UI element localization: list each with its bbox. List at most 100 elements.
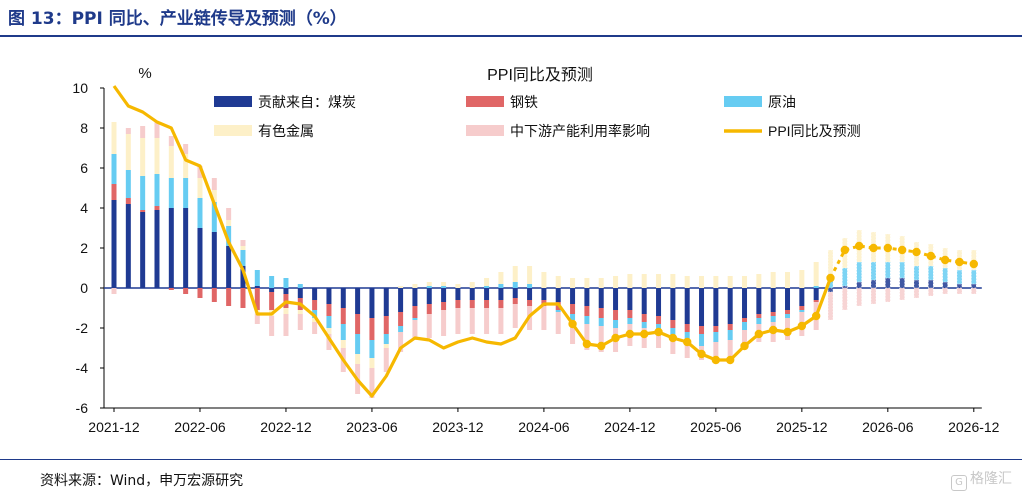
bar-coal bbox=[627, 288, 633, 310]
bar-crude bbox=[555, 310, 561, 312]
watermark-text: 格隆汇 bbox=[970, 471, 1012, 487]
y-tick-label: -2 bbox=[76, 320, 89, 336]
ppi-point bbox=[955, 257, 964, 267]
chart-title: PPI同比及预测 bbox=[487, 66, 593, 84]
bar-coal bbox=[269, 288, 275, 292]
bar-midstream bbox=[297, 314, 303, 330]
bar-crude bbox=[412, 318, 418, 320]
x-tick-label: 2025-12 bbox=[776, 419, 828, 435]
bar-coal bbox=[125, 204, 131, 288]
bar-coal bbox=[970, 283, 977, 289]
ppi-line-layer bbox=[112, 85, 978, 398]
bar-midstream bbox=[885, 287, 891, 303]
bar-midstream bbox=[154, 122, 160, 138]
bar-midstream bbox=[441, 310, 447, 336]
legend-label: 贡献来自：煤炭 bbox=[258, 94, 356, 110]
ppi-point bbox=[897, 245, 907, 255]
bar-crude bbox=[183, 178, 189, 208]
bar-steel bbox=[584, 306, 590, 316]
bar-coal bbox=[254, 286, 260, 288]
bar-steel bbox=[441, 302, 447, 310]
bar-coal bbox=[297, 288, 303, 298]
ppi-point bbox=[883, 243, 893, 253]
bar-coal bbox=[641, 288, 647, 314]
bar-coal bbox=[756, 288, 762, 314]
bar-steel bbox=[527, 300, 533, 306]
bar-nonferrous bbox=[211, 190, 217, 202]
bar-midstream bbox=[326, 334, 332, 350]
ppi-point bbox=[940, 255, 950, 265]
bar-crude bbox=[326, 316, 332, 328]
bar-coal bbox=[799, 288, 805, 306]
bar-crude bbox=[641, 322, 647, 328]
bar-nonferrous bbox=[326, 328, 332, 334]
bar-coal bbox=[956, 283, 963, 289]
bar-crude bbox=[913, 265, 920, 281]
bar-midstream bbox=[684, 344, 690, 358]
bar-nonferrous bbox=[283, 308, 289, 314]
bar-nonferrous bbox=[469, 282, 475, 288]
bar-steel bbox=[455, 300, 461, 308]
bar-steel bbox=[125, 198, 131, 204]
bar-nonferrous bbox=[699, 276, 705, 288]
bar-coal bbox=[827, 287, 834, 293]
bar-coal bbox=[412, 288, 418, 306]
bar-steel bbox=[111, 184, 117, 200]
bar-coal bbox=[570, 288, 576, 304]
bar-steel bbox=[785, 310, 791, 314]
bar-coal bbox=[469, 288, 475, 300]
bar-coal bbox=[942, 281, 948, 289]
bar-coal bbox=[555, 288, 561, 302]
bar-coal bbox=[699, 288, 705, 326]
bar-nonferrous bbox=[340, 340, 346, 348]
bar-coal bbox=[770, 288, 776, 312]
legend-swatch-steel bbox=[466, 96, 504, 107]
bar-midstream bbox=[827, 291, 834, 321]
bar-steel bbox=[269, 292, 275, 310]
bar-coal bbox=[168, 208, 174, 288]
bar-crude bbox=[598, 318, 604, 326]
bar-coal bbox=[899, 277, 905, 289]
bar-steel bbox=[699, 326, 705, 334]
x-tick-label: 2022-06 bbox=[174, 419, 226, 435]
ppi-point bbox=[754, 329, 764, 339]
bar-crude bbox=[355, 334, 361, 354]
bar-midstream bbox=[713, 342, 719, 358]
bar-coal bbox=[656, 288, 662, 316]
x-tick-label: 2024-06 bbox=[518, 419, 570, 435]
ppi-point bbox=[869, 243, 878, 253]
bar-coal bbox=[598, 288, 604, 308]
bar-coal bbox=[498, 288, 504, 300]
bar-crude bbox=[785, 314, 791, 318]
bar-midstream bbox=[269, 316, 275, 336]
ppi-point bbox=[768, 325, 778, 335]
bar-nonferrous bbox=[727, 276, 733, 288]
bar-crude bbox=[956, 269, 963, 285]
ppi-point bbox=[582, 339, 592, 349]
bar-coal bbox=[326, 288, 332, 304]
bar-steel bbox=[656, 316, 662, 324]
ppi-point bbox=[826, 273, 835, 283]
bar-crude bbox=[240, 250, 246, 266]
bar-crude bbox=[398, 326, 404, 332]
bar-steel bbox=[598, 308, 604, 318]
bar-nonferrous bbox=[111, 122, 117, 154]
bar-coal bbox=[211, 232, 217, 288]
bar-nonferrous bbox=[168, 146, 174, 178]
bar-coal bbox=[584, 288, 590, 306]
bar-steel bbox=[756, 314, 762, 318]
bar-midstream bbox=[140, 126, 146, 138]
ppi-point bbox=[740, 341, 749, 351]
bar-midstream bbox=[283, 314, 289, 336]
y-tick-label: -4 bbox=[76, 360, 89, 376]
bar-midstream bbox=[125, 128, 131, 134]
bar-coal bbox=[541, 288, 547, 300]
bar-nonferrous bbox=[742, 276, 748, 288]
bar-coal bbox=[426, 288, 432, 304]
bar-nonferrous bbox=[125, 134, 131, 170]
bar-midstream bbox=[111, 288, 117, 294]
bar-midstream bbox=[856, 287, 862, 307]
bar-steel bbox=[211, 288, 217, 302]
bar-nonferrous bbox=[684, 276, 690, 288]
legend-swatch-midstream bbox=[466, 125, 504, 136]
